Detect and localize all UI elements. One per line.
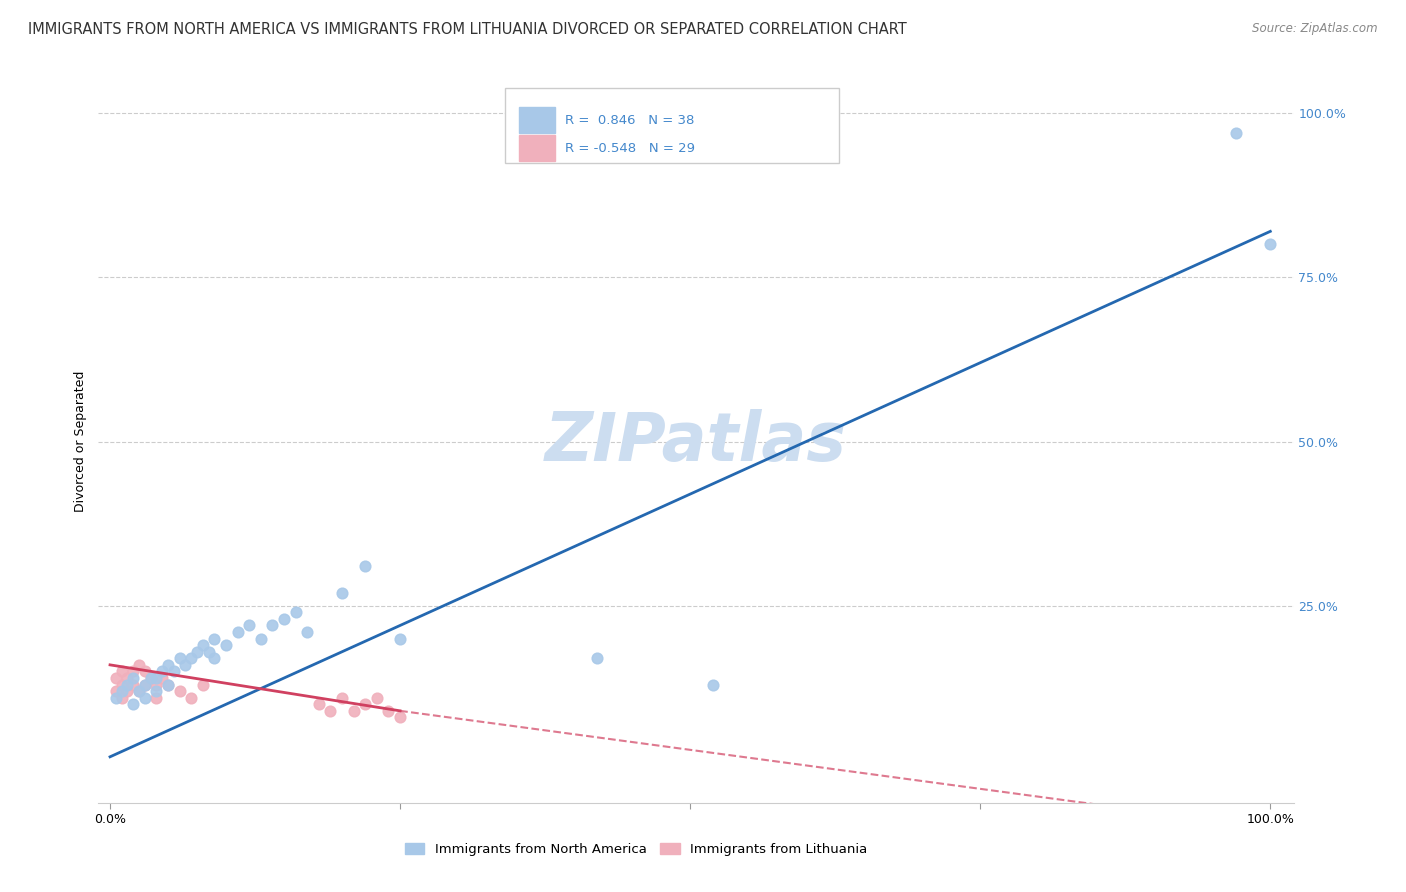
Point [389, 632, 412, 646]
Point [191, 677, 214, 691]
Point [134, 665, 156, 679]
Point [122, 665, 145, 679]
Point [343, 704, 366, 718]
Text: IMMIGRANTS FROM NORTH AMERICA VS IMMIGRANTS FROM LITHUANIA DIVORCED OR SEPARATED: IMMIGRANTS FROM NORTH AMERICA VS IMMIGRA… [28, 22, 907, 37]
Point [163, 665, 186, 679]
Point [104, 690, 127, 705]
Point [262, 618, 284, 632]
FancyBboxPatch shape [519, 107, 555, 133]
Point [128, 657, 150, 672]
Point [145, 671, 167, 685]
Point [308, 698, 330, 712]
Point [134, 677, 156, 691]
Point [354, 698, 377, 712]
Point [134, 677, 156, 691]
Point [111, 684, 134, 698]
Point [586, 651, 609, 665]
Point [186, 645, 208, 659]
Point [122, 698, 145, 712]
Point [1258, 237, 1281, 252]
Point [157, 657, 180, 672]
Point [319, 704, 342, 718]
Point [226, 625, 249, 640]
Point [366, 690, 388, 705]
Point [169, 684, 191, 698]
Point [204, 632, 226, 646]
Point [128, 684, 150, 698]
Point [197, 645, 219, 659]
Point [273, 612, 295, 626]
Point [139, 671, 162, 685]
FancyBboxPatch shape [519, 136, 555, 161]
Point [145, 690, 167, 705]
Point [122, 671, 145, 685]
Point [191, 638, 214, 652]
Point [330, 690, 353, 705]
Point [250, 632, 273, 646]
Point [111, 690, 134, 705]
Point [702, 677, 724, 691]
Point [238, 618, 260, 632]
Point [174, 657, 197, 672]
Point [104, 671, 127, 685]
Point [204, 651, 226, 665]
Legend: Immigrants from North America, Immigrants from Lithuania: Immigrants from North America, Immigrant… [399, 838, 873, 862]
Point [284, 605, 307, 619]
Text: R = -0.548   N = 29: R = -0.548 N = 29 [565, 142, 695, 154]
Point [180, 651, 202, 665]
Y-axis label: Divorced or Separated: Divorced or Separated [73, 371, 87, 512]
Point [1225, 126, 1247, 140]
Point [145, 677, 167, 691]
Point [354, 559, 377, 574]
Point [150, 665, 173, 679]
Point [117, 671, 139, 685]
Point [157, 677, 180, 691]
Point [150, 671, 173, 685]
Text: Source: ZipAtlas.com: Source: ZipAtlas.com [1253, 22, 1378, 36]
FancyBboxPatch shape [505, 87, 839, 163]
Point [389, 710, 412, 724]
Point [169, 651, 191, 665]
Point [111, 677, 134, 691]
Point [157, 677, 180, 691]
Point [215, 638, 238, 652]
Point [377, 704, 399, 718]
Point [117, 684, 139, 698]
Point [117, 677, 139, 691]
Text: ZIPatlas: ZIPatlas [546, 409, 846, 475]
Point [111, 665, 134, 679]
Text: R =  0.846   N = 38: R = 0.846 N = 38 [565, 113, 695, 127]
Point [145, 684, 167, 698]
Point [134, 690, 156, 705]
Point [122, 677, 145, 691]
Point [128, 684, 150, 698]
Point [104, 684, 127, 698]
Point [330, 585, 353, 599]
Point [139, 671, 162, 685]
Point [180, 690, 202, 705]
Point [297, 625, 319, 640]
